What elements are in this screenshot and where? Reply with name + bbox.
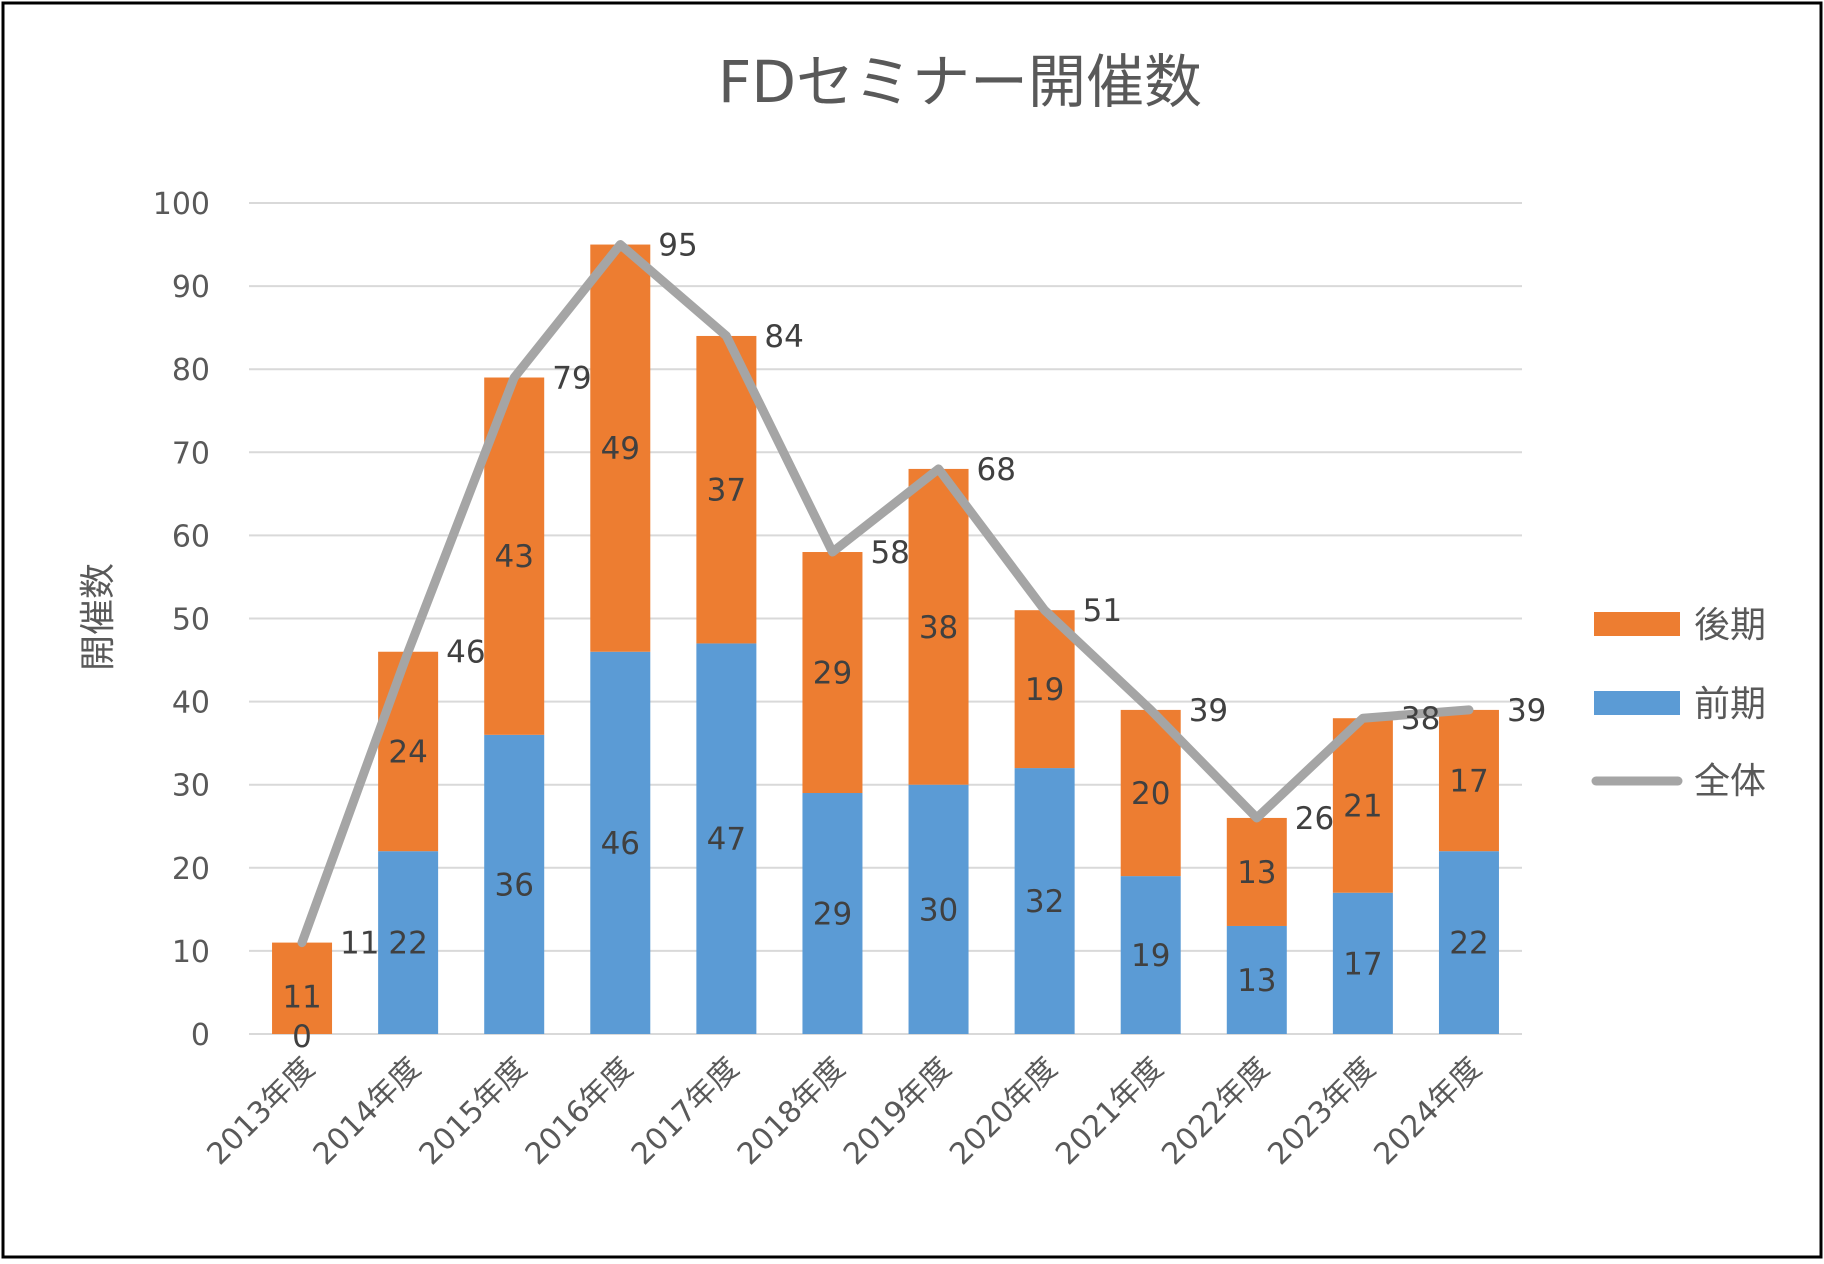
data-label-全体: 51 [1083,593,1122,629]
legend-swatch-後期 [1594,612,1680,636]
bar-前期 [1226,925,1287,1034]
data-label-前期: 22 [388,926,427,962]
data-label-後期: 20 [1131,776,1170,812]
y-tick-label: 100 [153,187,210,222]
data-label-前期: 30 [919,892,958,928]
line-layer [297,240,1474,948]
bar-後期 [378,651,439,852]
y-tick-label: 70 [172,436,210,471]
data-label-後期: 49 [601,431,640,467]
legend: 後期 前期 全体 [1591,605,1766,802]
bar-前期 [590,651,651,1034]
data-label-全体: 58 [870,535,909,571]
data-label-全体: 38 [1401,701,1440,737]
legend-label-全体: 全体 [1694,761,1766,802]
bar-layer [272,244,1499,1034]
y-tick-label: 20 [172,852,210,887]
grid-layer [249,202,1522,1035]
data-label-後期: 24 [388,734,427,770]
data-label-後期: 43 [494,539,533,575]
bar-前期 [1014,768,1075,1034]
y-tick-label: 80 [172,353,210,388]
bar-前期 [1120,876,1181,1034]
bar-後期 [1226,817,1287,926]
bar-前期 [1332,892,1393,1034]
bar-後期 [1332,718,1393,893]
data-label-前期: 36 [494,867,533,903]
legend-label-後期: 後期 [1694,605,1766,646]
legend-label-前期: 前期 [1694,684,1766,725]
data-label-前期: 22 [1449,926,1488,962]
data-label-後期: 37 [707,473,746,509]
data-label-後期: 17 [1449,764,1488,800]
legend-swatch-前期 [1594,691,1680,715]
bar-後期 [1014,610,1075,769]
data-label-後期: 13 [1237,855,1276,891]
bar-前期 [802,793,863,1034]
data-label-後期: 21 [1343,788,1382,824]
data-label-全体: 46 [446,635,485,671]
data-label-全体: 84 [764,319,803,355]
data-label-前期: 17 [1343,946,1382,982]
y-tick-label: 50 [172,603,210,638]
data-label-全体: 39 [1189,693,1228,729]
data-label-前期: 19 [1131,938,1170,974]
data-label-全体: 11 [340,926,379,962]
bar-前期 [1438,851,1499,1034]
data-label-全体: 68 [977,452,1016,488]
y-axis-title: 開催数 [78,563,119,671]
y-tick-label: 60 [172,519,210,554]
bar-後期 [802,552,863,794]
bar-後期 [1120,709,1181,877]
data-label-全体: 79 [552,361,591,397]
bar-後期 [696,335,757,644]
bar-後期 [1438,709,1499,852]
line-全体 [297,240,1474,948]
chart-title: FDセミナー開催数 [718,48,1202,116]
bar-前期 [696,643,757,1034]
bar-前期 [378,851,439,1034]
data-label-前期: 47 [707,822,746,858]
bar-前期 [484,734,545,1034]
y-tick-label: 30 [172,769,210,804]
data-label-全体: 26 [1295,801,1334,837]
data-label-前期: 0 [292,1019,312,1055]
data-label-layer: 0112224364346494737292930383219192013131… [282,228,1546,1055]
bar-後期 [272,942,333,1034]
bar-前期 [908,784,969,1034]
data-label-前期: 29 [813,897,852,933]
data-label-前期: 32 [1025,884,1064,920]
bar-後期 [908,468,969,785]
data-label-前期: 46 [601,826,640,862]
data-label-前期: 13 [1237,963,1276,999]
bar-後期 [590,244,651,652]
data-label-後期: 38 [919,610,958,646]
data-label-全体: 39 [1507,693,1546,729]
data-label-後期: 19 [1025,672,1064,708]
data-label-全体: 95 [658,228,697,264]
y-tick-label: 10 [172,935,210,970]
data-label-後期: 29 [813,656,852,692]
y-tick-label: 90 [172,270,210,305]
data-label-後期: 11 [282,979,321,1015]
y-tick-label: 0 [191,1018,210,1053]
y-tick-label: 40 [172,686,210,721]
y-tick-layer: 0 10 20 30 40 50 60 70 80 90 100 [153,187,210,1053]
